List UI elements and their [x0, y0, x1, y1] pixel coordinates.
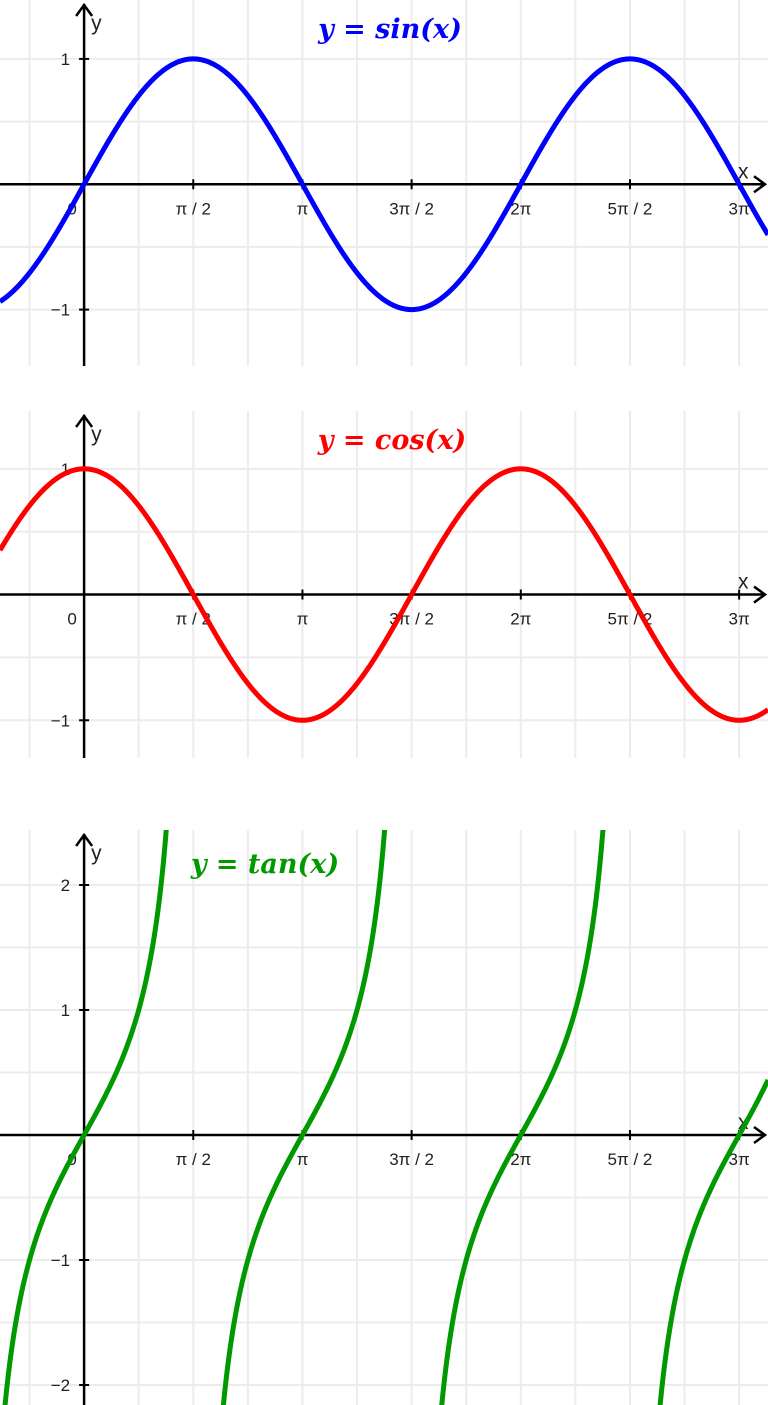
- x-tick-label: 3π / 2: [389, 1150, 434, 1169]
- x-tick-label: 3π: [729, 610, 750, 629]
- x-axis-arrow-icon: [753, 585, 768, 604]
- y-tick-label: −1: [51, 711, 70, 730]
- x-tick-label: 0: [67, 610, 76, 629]
- y-axis-label: y: [91, 842, 102, 865]
- y-axis-label: y: [91, 423, 102, 446]
- y-tick-label: −2: [51, 1376, 70, 1395]
- cos-curve: [0, 466, 768, 723]
- y-axis-label: y: [91, 12, 102, 35]
- x-tick-label: 5π / 2: [608, 199, 653, 218]
- y-tick-label: 1: [61, 50, 70, 69]
- x-tick-label: 3π: [729, 1150, 750, 1169]
- x-axis-arrow-icon: [753, 175, 768, 194]
- x-tick-label: 3π / 2: [389, 199, 434, 218]
- chart-title: y = tan(x): [190, 849, 339, 880]
- x-tick-label: 2π: [510, 199, 531, 218]
- x-axis-label: x: [738, 160, 749, 183]
- chart-spacer: [0, 366, 768, 411]
- y-tick-label: −1: [51, 1251, 70, 1270]
- x-tick-label: π / 2: [176, 199, 211, 218]
- sin-curve: [0, 56, 768, 313]
- y-tick-label: 1: [61, 460, 70, 479]
- x-tick-label: π: [297, 610, 309, 629]
- y-tick-label: −1: [51, 301, 70, 320]
- tan-curve: [2, 830, 768, 1405]
- x-tick-label: π: [297, 199, 309, 218]
- x-tick-label: 2π: [510, 610, 531, 629]
- x-axis-label: x: [738, 571, 749, 594]
- y-axis-arrow-icon: [75, 832, 94, 847]
- y-tick-label: 1: [61, 1001, 70, 1020]
- sin-chart: xy0 π / 2 π 3π / 2 2π 5π / 2 3π1−1y = sin(x): [0, 0, 768, 366]
- y-axis-arrow-icon: [75, 2, 94, 17]
- x-tick-label: 5π / 2: [608, 1150, 653, 1169]
- y-tick-label: 2: [61, 876, 70, 895]
- y-axis-arrow-icon: [75, 413, 94, 428]
- chart-title: y = cos(x): [317, 425, 466, 456]
- chart-title: y = sin(x): [317, 14, 462, 45]
- x-tick-label: π / 2: [176, 1150, 211, 1169]
- x-tick-label: π: [297, 1150, 309, 1169]
- x-tick-label: 3π: [729, 199, 750, 218]
- chart-spacer: [0, 758, 768, 830]
- cos-chart: xy0 π / 2 π 3π / 2 2π 5π / 2 3π1−1y = cos(x): [0, 411, 768, 758]
- x-axis-arrow-icon: [753, 1125, 768, 1145]
- x-tick-label: 2π: [510, 1150, 531, 1169]
